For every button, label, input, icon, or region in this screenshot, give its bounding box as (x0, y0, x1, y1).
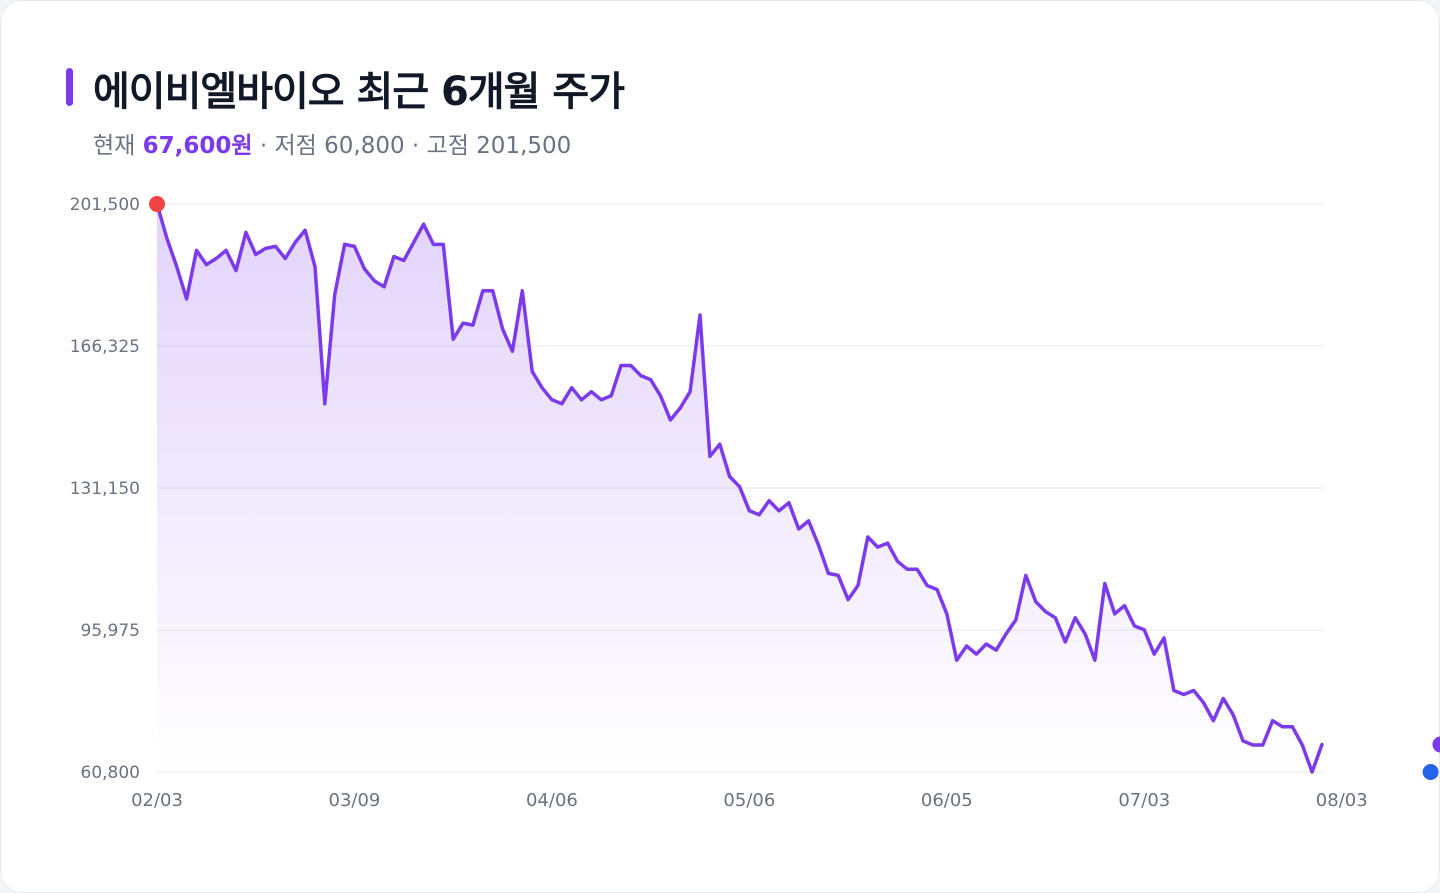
x-tick-label: 03/09 (329, 790, 381, 811)
y-tick-label: 201,500 (70, 195, 140, 215)
y-axis: 60,800 95,975 131,150 166,325 201,500 (70, 195, 140, 783)
x-axis: 02/03 03/09 04/06 05/06 06/05 07/03 08/03 (131, 790, 1368, 811)
price-line (155, 202, 1324, 774)
x-tick-label: 08/03 (1316, 790, 1368, 811)
low-price: · 저점 60,800 (259, 133, 405, 159)
low-marker (1422, 764, 1439, 780)
x-tick-label: 04/06 (526, 790, 578, 811)
current-price: 67,600원 (142, 133, 253, 159)
current-label: 현재 (93, 133, 136, 159)
high-marker (149, 196, 165, 212)
x-tick-label: 02/03 (131, 790, 183, 811)
y-tick-label: 131,150 (70, 479, 140, 499)
y-tick-label: 95,975 (81, 621, 140, 641)
y-tick-label: 166,325 (70, 337, 140, 357)
price-summary: 현재 67,600원 · 저점 60,800 · 고점 201,500 (93, 126, 571, 160)
x-tick-label: 05/06 (723, 790, 775, 811)
x-tick-label: 06/05 (921, 790, 973, 811)
page-title: 에이비엘바이오 최근 6개월 주가 (93, 69, 625, 115)
title-accent-bar (66, 68, 73, 106)
x-tick-label: 07/03 (1118, 790, 1170, 811)
y-tick-label: 60,800 (81, 763, 140, 783)
last-marker (1432, 736, 1440, 753)
markers (149, 196, 1440, 780)
high-price: · 고점 201,500 (411, 133, 572, 159)
